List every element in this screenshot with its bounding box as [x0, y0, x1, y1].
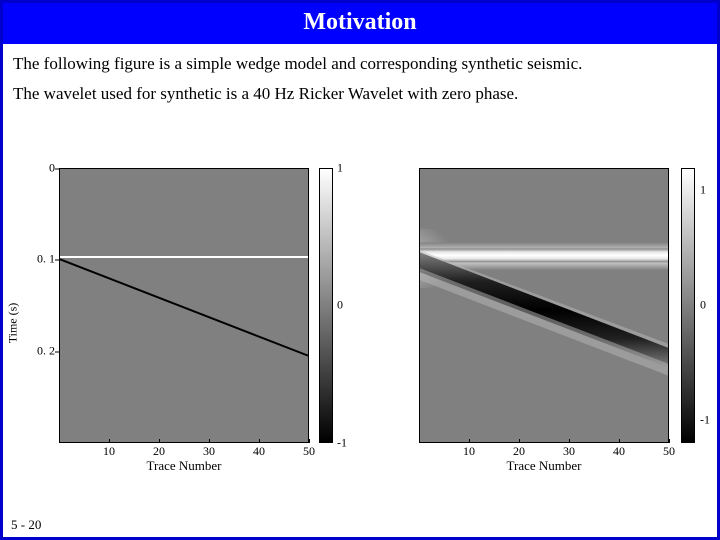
wedge-model-chart: Time (s) 0 0. 1 0. 2 1 0 -1 10 20 30 40 — [21, 158, 361, 488]
cb2-tick-hi: 1 — [700, 183, 706, 198]
cb2-tick-mid: 0 — [700, 298, 706, 313]
cb-tick-lo: -1 — [337, 436, 347, 451]
x-tick-20: 20 — [153, 444, 165, 459]
seismic-chart: 1 0 -1 10 20 30 40 50 Trace Number — [381, 158, 720, 488]
x-tick-30: 30 — [203, 444, 215, 459]
charts-region: Time (s) 0 0. 1 0. 2 1 0 -1 10 20 30 40 — [21, 158, 705, 488]
cb2-tick-lo: -1 — [700, 413, 710, 428]
paragraph-1: The following figure is a simple wedge m… — [13, 54, 707, 74]
x-tick-40: 40 — [253, 444, 265, 459]
y-tick-2: 0. 2 — [21, 344, 55, 359]
top-event — [420, 248, 668, 262]
x2-tick-10: 10 — [463, 444, 475, 459]
wedge-top-interface — [60, 256, 308, 258]
body-text: The following figure is a simple wedge m… — [3, 44, 717, 104]
cb-tick-mid: 0 — [337, 298, 343, 313]
seismic-colorbar — [681, 168, 695, 443]
slide: Motivation The following figure is a sim… — [0, 0, 720, 540]
title-bar: Motivation — [3, 3, 717, 44]
wedge-bottom-svg — [60, 169, 308, 442]
x2-tick-20: 20 — [513, 444, 525, 459]
seismic-panel — [419, 168, 669, 443]
bottom-event-lower-lobe — [420, 268, 668, 375]
wedge-colorbar — [319, 168, 333, 443]
cb-tick-hi: 1 — [337, 161, 343, 176]
x-tick-10: 10 — [103, 444, 115, 459]
x-axis-label-trace: Trace Number — [59, 458, 309, 474]
x2-tick-50: 50 — [663, 444, 675, 459]
x2-tick-30: 30 — [563, 444, 575, 459]
x2-tick-40: 40 — [613, 444, 625, 459]
page-title: Motivation — [303, 9, 416, 35]
seismic-svg — [420, 169, 668, 442]
wedge-bottom-interface — [60, 259, 308, 355]
x2-axis-label-trace: Trace Number — [419, 458, 669, 474]
x-tick-50: 50 — [303, 444, 315, 459]
y-axis-label-time: Time (s) — [6, 303, 21, 344]
y-tick-1: 0. 1 — [21, 252, 55, 267]
y-tick-0: 0 — [21, 161, 55, 176]
slide-number: 5 - 20 — [11, 517, 41, 533]
wedge-panel — [59, 168, 309, 443]
paragraph-2: The wavelet used for synthetic is a 40 H… — [13, 84, 707, 104]
